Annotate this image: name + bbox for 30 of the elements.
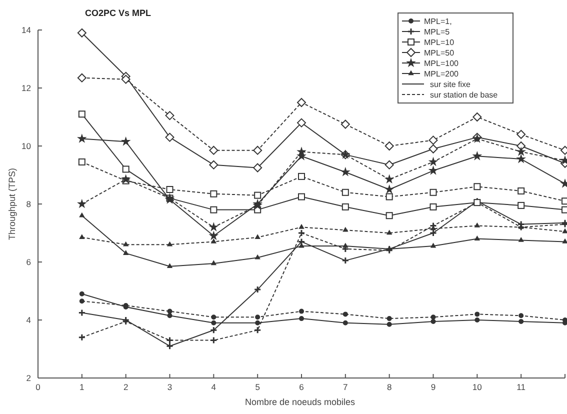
x-tick-label: 11 <box>516 382 526 392</box>
x-tick-label: 3 <box>167 382 172 392</box>
legend-label: MPL=50 <box>424 48 455 58</box>
x-tick-label: 9 <box>430 382 436 392</box>
y-tick-label: 12 <box>22 83 32 93</box>
legend-label: MPL=200 <box>424 70 460 78</box>
legend-label: MPL=5 <box>424 28 450 36</box>
annotation: sur site fixe <box>430 80 472 89</box>
y-tick-label: 6 <box>26 257 32 267</box>
x-tick-label: 1 <box>80 382 85 392</box>
x-tick-label: 10 <box>472 382 482 392</box>
x-tick-label: 4 <box>211 382 216 392</box>
y-tick-label: 2 <box>26 373 32 383</box>
legend-label: MPL=1, <box>424 17 452 26</box>
x-tick-label: 7 <box>343 382 348 392</box>
y-tick-label: 8 <box>26 199 32 209</box>
legend-label: MPL=100 <box>424 59 460 68</box>
y-tick-label: 4 <box>26 315 32 325</box>
y-tick-label: 14 <box>22 25 32 35</box>
x-axis-title: Nombre de noeuds mobiles <box>244 397 356 407</box>
x-tick-label: 8 <box>386 382 392 392</box>
x-tick-label: 0 <box>36 382 41 392</box>
x-tick-label: 2 <box>123 382 128 392</box>
legend-label: MPL=10 <box>424 38 455 47</box>
y-tick-label: 10 <box>22 141 32 151</box>
x-tick-label: 5 <box>255 382 260 392</box>
chart-title: CO2PC Vs MPL <box>85 8 152 18</box>
annotation: sur station de base <box>430 90 498 100</box>
x-tick-label: 6 <box>299 382 304 392</box>
y-axis-title: Throughput (TPS) <box>7 168 17 240</box>
